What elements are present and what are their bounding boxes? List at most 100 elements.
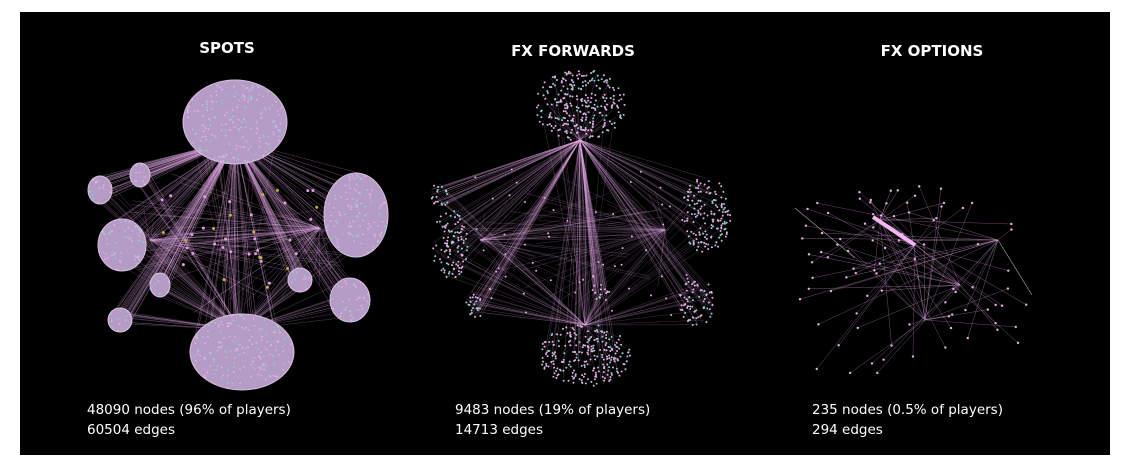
edge	[473, 139, 581, 307]
node	[548, 86, 551, 89]
node	[691, 291, 694, 294]
node	[243, 96, 246, 99]
edge	[579, 139, 707, 286]
node	[906, 201, 909, 204]
node	[710, 246, 713, 249]
node	[92, 197, 95, 200]
edge	[584, 228, 722, 326]
node	[703, 290, 706, 293]
node	[286, 335, 289, 338]
edge	[876, 244, 916, 274]
node	[565, 366, 568, 369]
edge	[997, 239, 1033, 296]
node	[364, 205, 366, 208]
node	[102, 184, 105, 187]
node	[722, 208, 725, 211]
edge	[432, 139, 581, 190]
node	[252, 361, 254, 363]
node	[665, 297, 668, 300]
node	[584, 382, 587, 385]
node	[238, 354, 241, 356]
node	[584, 128, 587, 131]
node	[239, 314, 241, 316]
node	[562, 360, 565, 363]
node	[599, 293, 602, 296]
node	[124, 235, 126, 238]
node	[474, 296, 477, 299]
node	[269, 375, 272, 378]
node	[543, 81, 546, 84]
node	[564, 117, 567, 120]
node	[684, 303, 687, 306]
edge	[438, 139, 581, 200]
node	[721, 214, 724, 217]
edge	[479, 235, 500, 241]
node	[542, 94, 545, 97]
edge	[479, 212, 546, 241]
node	[332, 206, 335, 209]
node	[621, 352, 624, 355]
edge	[539, 324, 586, 351]
edge	[149, 239, 181, 259]
node	[465, 301, 468, 304]
edge	[559, 324, 586, 357]
edge	[452, 139, 581, 262]
node	[606, 355, 609, 358]
node	[725, 232, 728, 235]
node	[359, 225, 361, 227]
node	[327, 224, 329, 227]
edge	[472, 139, 581, 315]
edge	[164, 139, 236, 288]
edge	[130, 204, 321, 229]
node	[253, 324, 256, 327]
node	[214, 321, 217, 324]
edge	[149, 220, 155, 241]
edge	[581, 138, 586, 326]
node	[278, 130, 281, 133]
node	[710, 290, 713, 293]
node	[349, 233, 352, 236]
node	[622, 113, 625, 116]
node	[272, 354, 274, 357]
edge	[481, 139, 581, 302]
node	[251, 343, 253, 345]
edge	[477, 139, 581, 313]
edge	[442, 201, 586, 326]
node	[541, 123, 544, 126]
edge	[453, 139, 581, 241]
node	[650, 294, 653, 297]
edge	[164, 139, 236, 293]
node	[580, 364, 583, 367]
node	[580, 126, 583, 129]
node	[340, 286, 343, 288]
node	[294, 278, 296, 281]
node	[222, 374, 225, 377]
node	[207, 128, 210, 131]
edge	[556, 229, 666, 304]
edge	[467, 139, 581, 298]
node	[283, 201, 287, 205]
edge	[445, 139, 581, 187]
node	[551, 340, 554, 343]
edge	[838, 244, 916, 346]
node	[479, 297, 482, 300]
node	[585, 101, 588, 104]
node	[720, 205, 723, 208]
node	[702, 300, 705, 303]
node	[692, 288, 695, 291]
node	[1010, 228, 1013, 231]
edge	[524, 192, 666, 231]
node	[601, 356, 604, 359]
node	[618, 374, 621, 377]
node	[628, 354, 631, 357]
panel-title: SPOTS	[199, 39, 255, 57]
node	[255, 98, 258, 101]
node	[209, 124, 212, 126]
node	[258, 366, 261, 369]
node	[712, 225, 715, 228]
edge	[149, 239, 266, 242]
node	[661, 203, 664, 206]
node	[575, 356, 578, 359]
node	[542, 360, 545, 363]
node-count: 235 nodes (0.5% of players)	[812, 402, 1003, 418]
